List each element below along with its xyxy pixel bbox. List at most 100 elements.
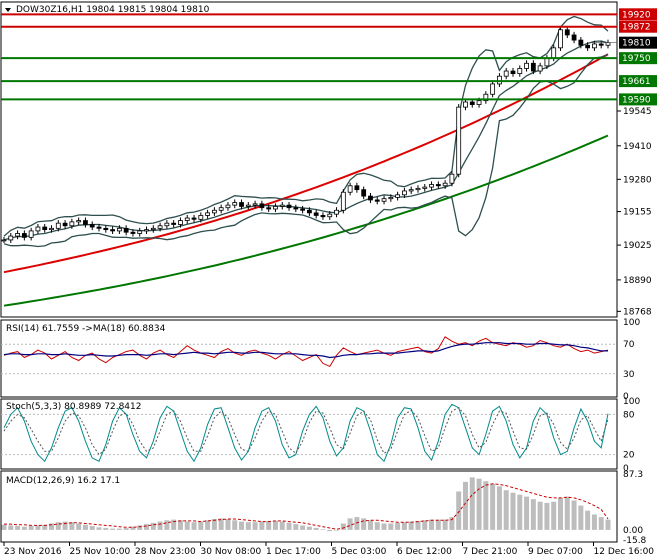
macd-histogram-bar — [21, 526, 27, 530]
candle-body — [96, 226, 102, 229]
macd-histogram-bar — [313, 527, 319, 530]
macd-histogram-bar — [408, 521, 414, 530]
macd-histogram-bar — [578, 505, 584, 530]
macd-histogram-bar — [401, 522, 407, 530]
macd-histogram-bar — [49, 523, 55, 530]
macd-histogram-bar — [422, 520, 428, 530]
price-axis-label-19025: 19025 — [623, 241, 652, 251]
candle-body — [8, 235, 14, 241]
dropdown-arrow-icon[interactable] — [5, 8, 11, 12]
macd-label: MACD(12,26,9) 16.2 17.1 — [6, 476, 120, 486]
candle-body — [171, 222, 177, 225]
macd-histogram-bar — [327, 529, 333, 532]
candle-body — [116, 227, 122, 232]
price-axis-label-19410: 19410 — [623, 142, 652, 152]
macd-histogram-bar — [564, 496, 570, 530]
macd-histogram-bar — [184, 521, 190, 530]
stoch-panel-frame — [0, 398, 618, 470]
price-axis-label-19280: 19280 — [623, 175, 652, 185]
level-tag-text-19661: 19661 — [622, 77, 651, 87]
bollinger-middle-band — [3, 40, 609, 241]
candle-body — [490, 83, 496, 95]
macd-histogram-bar — [150, 522, 156, 530]
macd-histogram-bar — [55, 522, 61, 530]
macd-histogram-bar — [191, 522, 197, 530]
candle-body — [266, 207, 272, 210]
candle-body — [164, 222, 170, 227]
candle-body — [130, 231, 136, 234]
candle-body — [42, 226, 48, 231]
stoch-axis-label-0: 0 — [623, 464, 629, 474]
macd-histogram-bar — [232, 520, 238, 530]
macd-histogram-bar — [381, 523, 387, 530]
macd-histogram-bar — [211, 519, 217, 530]
rsi-panel-frame — [0, 319, 618, 398]
macd-histogram-bar — [252, 522, 258, 530]
candle-body — [449, 173, 455, 184]
candle-body — [381, 198, 387, 202]
candle-body — [1, 239, 7, 242]
candle-body — [191, 217, 197, 220]
rsi-axis-label-100: 100 — [623, 318, 640, 328]
x-axis-label: 23 Nov 2016 — [4, 547, 62, 557]
candle-body — [313, 212, 319, 216]
macd-histogram-bar — [123, 527, 129, 530]
candle-body — [239, 202, 244, 207]
macd-histogram-bar — [544, 502, 550, 530]
macd-histogram-bar — [347, 518, 353, 530]
macd-histogram-bar — [89, 526, 95, 530]
macd-histogram-bar — [130, 526, 136, 530]
macd-histogram-bar — [1, 524, 7, 530]
macd-panel-frame — [0, 470, 618, 543]
candle-body — [103, 227, 109, 231]
horizontal-levels-group[interactable]: 19920 19872 19750 19661 19590 — [1, 8, 657, 106]
candle-body — [178, 220, 183, 225]
macd-histogram-bar — [62, 521, 68, 530]
macd-histogram-bar — [279, 521, 285, 530]
macd-histogram-bar — [456, 491, 462, 530]
macd-histogram-bar — [300, 525, 306, 530]
macd-histogram-bar — [198, 521, 204, 530]
candle-body — [605, 42, 611, 46]
macd-histogram-bar — [35, 525, 41, 530]
macd-histogram-bar — [354, 517, 360, 530]
candle-body — [273, 206, 278, 210]
candle-body — [503, 70, 509, 77]
rsi-axis-label-70: 70 — [623, 340, 635, 350]
candle-body — [123, 227, 129, 233]
candle-body — [69, 221, 75, 227]
level-tag-text-19750: 19750 — [622, 54, 651, 64]
candle-body — [55, 222, 61, 229]
candle-body — [184, 217, 190, 221]
candle-body — [83, 220, 88, 225]
macd-histogram-bar — [429, 519, 435, 530]
candle-body — [300, 208, 306, 211]
candle-body — [483, 93, 489, 102]
candle-body — [537, 65, 543, 72]
candle-body — [402, 190, 407, 196]
candle-body — [259, 203, 265, 209]
candle-body — [306, 209, 312, 214]
macd-histogram-bar — [8, 525, 14, 530]
macd-histogram-bar — [266, 520, 272, 530]
macd-histogram-bar — [286, 522, 292, 530]
macd-histogram-bar — [503, 490, 509, 530]
candle-body — [415, 187, 421, 191]
candle-body — [598, 43, 604, 46]
stoch-label: Stoch(5,3,3) 80.8989 72.8412 — [6, 402, 141, 412]
macd-histogram-bar — [76, 523, 82, 530]
candle-body — [469, 101, 475, 105]
candle-body — [592, 43, 597, 49]
macd-histogram-bar — [320, 529, 326, 530]
candle-body — [510, 70, 516, 75]
macd-histogram-bar — [157, 521, 163, 530]
macd-axis-label--15.8: -15.8 — [623, 536, 647, 546]
macd-histogram-bar — [442, 519, 448, 530]
macd-histogram-bar — [496, 486, 502, 530]
candle-body — [144, 229, 149, 232]
candle-body — [476, 100, 482, 105]
macd-histogram-bar — [225, 519, 231, 530]
macd-axis-label-87.3: 87.3 — [623, 470, 643, 480]
